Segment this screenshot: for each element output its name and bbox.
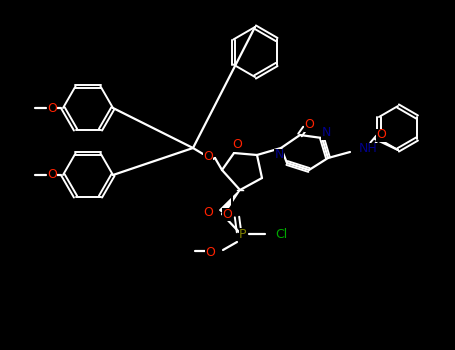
Text: N: N <box>321 126 331 140</box>
Text: O: O <box>232 139 242 152</box>
Text: N: N <box>274 148 283 161</box>
Text: O: O <box>47 168 57 182</box>
Text: NH: NH <box>359 142 378 155</box>
Text: O: O <box>203 206 213 219</box>
Text: O: O <box>47 102 57 114</box>
Text: O: O <box>222 208 232 220</box>
Text: O: O <box>203 150 213 163</box>
Text: Cl: Cl <box>275 228 287 240</box>
Text: ·: · <box>231 196 233 204</box>
Polygon shape <box>220 190 240 214</box>
Text: O: O <box>376 128 386 141</box>
Text: O: O <box>304 119 314 132</box>
Text: O: O <box>205 245 215 259</box>
Text: P: P <box>239 228 247 240</box>
